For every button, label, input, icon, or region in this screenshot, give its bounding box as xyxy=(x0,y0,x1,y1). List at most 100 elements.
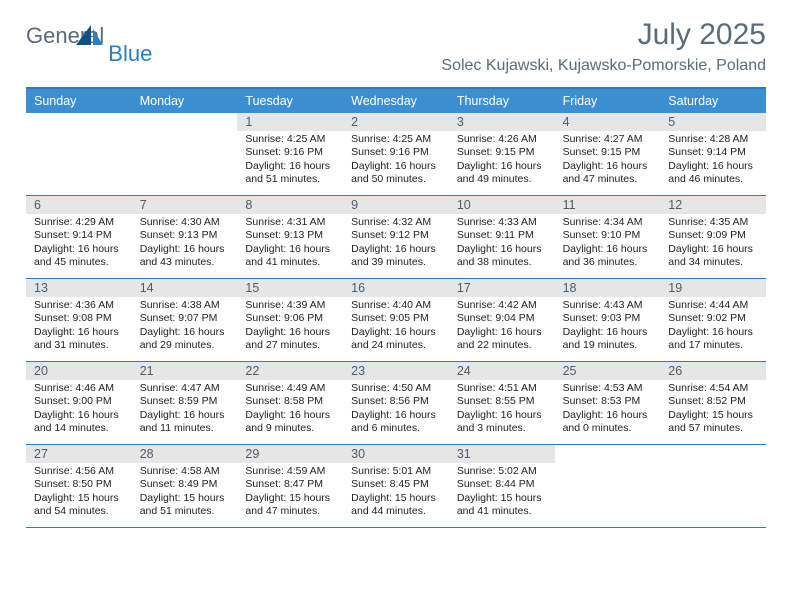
day-details: Sunrise: 5:02 AMSunset: 8:44 PMDaylight:… xyxy=(449,463,555,523)
day-details: Sunrise: 4:38 AMSunset: 9:07 PMDaylight:… xyxy=(132,297,238,357)
header: General Blue July 2025 Solec Kujawski, K… xyxy=(26,18,766,75)
day-details: Sunrise: 4:49 AMSunset: 8:58 PMDaylight:… xyxy=(237,380,343,440)
day-details: Sunrise: 4:28 AMSunset: 9:14 PMDaylight:… xyxy=(660,131,766,191)
day-details: Sunrise: 4:53 AMSunset: 8:53 PMDaylight:… xyxy=(555,380,661,440)
day-details: Sunrise: 5:01 AMSunset: 8:45 PMDaylight:… xyxy=(343,463,449,523)
day-cell: 25Sunrise: 4:53 AMSunset: 8:53 PMDayligh… xyxy=(555,362,661,444)
day-details xyxy=(555,463,661,482)
day-number: 23 xyxy=(343,362,449,380)
day-number: 14 xyxy=(132,279,238,297)
day-details: Sunrise: 4:46 AMSunset: 9:00 PMDaylight:… xyxy=(26,380,132,440)
day-cell: 6Sunrise: 4:29 AMSunset: 9:14 PMDaylight… xyxy=(26,196,132,278)
title-block: July 2025 Solec Kujawski, Kujawsko-Pomor… xyxy=(441,18,766,75)
empty-cell xyxy=(660,445,766,527)
day-number: 19 xyxy=(660,279,766,297)
day-details: Sunrise: 4:25 AMSunset: 9:16 PMDaylight:… xyxy=(237,131,343,191)
day-details xyxy=(26,131,132,150)
day-cell: 21Sunrise: 4:47 AMSunset: 8:59 PMDayligh… xyxy=(132,362,238,444)
day-number: 17 xyxy=(449,279,555,297)
day-cell: 22Sunrise: 4:49 AMSunset: 8:58 PMDayligh… xyxy=(237,362,343,444)
day-details: Sunrise: 4:36 AMSunset: 9:08 PMDaylight:… xyxy=(26,297,132,357)
day-number: 15 xyxy=(237,279,343,297)
day-details: Sunrise: 4:47 AMSunset: 8:59 PMDaylight:… xyxy=(132,380,238,440)
day-details: Sunrise: 4:40 AMSunset: 9:05 PMDaylight:… xyxy=(343,297,449,357)
day-details: Sunrise: 4:42 AMSunset: 9:04 PMDaylight:… xyxy=(449,297,555,357)
day-cell: 14Sunrise: 4:38 AMSunset: 9:07 PMDayligh… xyxy=(132,279,238,361)
day-cell: 3Sunrise: 4:26 AMSunset: 9:15 PMDaylight… xyxy=(449,113,555,195)
day-number: 6 xyxy=(26,196,132,214)
day-cell: 29Sunrise: 4:59 AMSunset: 8:47 PMDayligh… xyxy=(237,445,343,527)
day-number: 5 xyxy=(660,113,766,131)
day-cell: 28Sunrise: 4:58 AMSunset: 8:49 PMDayligh… xyxy=(132,445,238,527)
day-cell: 20Sunrise: 4:46 AMSunset: 9:00 PMDayligh… xyxy=(26,362,132,444)
sail-icon xyxy=(76,24,104,51)
day-number: 20 xyxy=(26,362,132,380)
day-number: 3 xyxy=(449,113,555,131)
day-number: 4 xyxy=(555,113,661,131)
brand-logo: General Blue xyxy=(26,18,180,49)
day-details: Sunrise: 4:32 AMSunset: 9:12 PMDaylight:… xyxy=(343,214,449,274)
day-details: Sunrise: 4:26 AMSunset: 9:15 PMDaylight:… xyxy=(449,131,555,191)
day-details: Sunrise: 4:31 AMSunset: 9:13 PMDaylight:… xyxy=(237,214,343,274)
day-number: 7 xyxy=(132,196,238,214)
day-cell: 8Sunrise: 4:31 AMSunset: 9:13 PMDaylight… xyxy=(237,196,343,278)
day-details xyxy=(132,131,238,150)
day-number xyxy=(26,113,132,131)
day-number: 26 xyxy=(660,362,766,380)
day-cell: 27Sunrise: 4:56 AMSunset: 8:50 PMDayligh… xyxy=(26,445,132,527)
day-cell: 17Sunrise: 4:42 AMSunset: 9:04 PMDayligh… xyxy=(449,279,555,361)
week-row: 13Sunrise: 4:36 AMSunset: 9:08 PMDayligh… xyxy=(26,279,766,362)
weekday-header: Wednesday xyxy=(343,89,449,113)
weekday-header: Tuesday xyxy=(237,89,343,113)
week-row: 1Sunrise: 4:25 AMSunset: 9:16 PMDaylight… xyxy=(26,113,766,196)
day-number xyxy=(132,113,238,131)
empty-cell xyxy=(26,113,132,195)
day-cell: 19Sunrise: 4:44 AMSunset: 9:02 PMDayligh… xyxy=(660,279,766,361)
day-number: 30 xyxy=(343,445,449,463)
day-number: 1 xyxy=(237,113,343,131)
day-cell: 16Sunrise: 4:40 AMSunset: 9:05 PMDayligh… xyxy=(343,279,449,361)
empty-cell xyxy=(132,113,238,195)
day-cell: 23Sunrise: 4:50 AMSunset: 8:56 PMDayligh… xyxy=(343,362,449,444)
day-cell: 10Sunrise: 4:33 AMSunset: 9:11 PMDayligh… xyxy=(449,196,555,278)
day-details xyxy=(660,463,766,482)
week-row: 20Sunrise: 4:46 AMSunset: 9:00 PMDayligh… xyxy=(26,362,766,445)
day-number: 21 xyxy=(132,362,238,380)
day-cell: 18Sunrise: 4:43 AMSunset: 9:03 PMDayligh… xyxy=(555,279,661,361)
week-row: 27Sunrise: 4:56 AMSunset: 8:50 PMDayligh… xyxy=(26,445,766,528)
day-number xyxy=(660,445,766,463)
day-cell: 30Sunrise: 5:01 AMSunset: 8:45 PMDayligh… xyxy=(343,445,449,527)
day-details: Sunrise: 4:51 AMSunset: 8:55 PMDaylight:… xyxy=(449,380,555,440)
week-row: 6Sunrise: 4:29 AMSunset: 9:14 PMDaylight… xyxy=(26,196,766,279)
day-details: Sunrise: 4:30 AMSunset: 9:13 PMDaylight:… xyxy=(132,214,238,274)
day-cell: 2Sunrise: 4:25 AMSunset: 9:16 PMDaylight… xyxy=(343,113,449,195)
day-cell: 13Sunrise: 4:36 AMSunset: 9:08 PMDayligh… xyxy=(26,279,132,361)
empty-cell xyxy=(555,445,661,527)
day-number: 22 xyxy=(237,362,343,380)
day-number: 31 xyxy=(449,445,555,463)
day-cell: 31Sunrise: 5:02 AMSunset: 8:44 PMDayligh… xyxy=(449,445,555,527)
day-number: 28 xyxy=(132,445,238,463)
weeks-container: 1Sunrise: 4:25 AMSunset: 9:16 PMDaylight… xyxy=(26,113,766,528)
calendar-page: General Blue July 2025 Solec Kujawski, K… xyxy=(0,0,792,548)
day-details: Sunrise: 4:33 AMSunset: 9:11 PMDaylight:… xyxy=(449,214,555,274)
day-details: Sunrise: 4:58 AMSunset: 8:49 PMDaylight:… xyxy=(132,463,238,523)
day-number: 24 xyxy=(449,362,555,380)
day-number: 10 xyxy=(449,196,555,214)
day-cell: 24Sunrise: 4:51 AMSunset: 8:55 PMDayligh… xyxy=(449,362,555,444)
weekday-header: Sunday xyxy=(26,89,132,113)
day-number: 9 xyxy=(343,196,449,214)
day-details: Sunrise: 4:54 AMSunset: 8:52 PMDaylight:… xyxy=(660,380,766,440)
day-details: Sunrise: 4:43 AMSunset: 9:03 PMDaylight:… xyxy=(555,297,661,357)
day-number: 13 xyxy=(26,279,132,297)
day-cell: 12Sunrise: 4:35 AMSunset: 9:09 PMDayligh… xyxy=(660,196,766,278)
day-details: Sunrise: 4:35 AMSunset: 9:09 PMDaylight:… xyxy=(660,214,766,274)
day-number: 12 xyxy=(660,196,766,214)
brand-blue: Blue xyxy=(108,41,152,67)
calendar-grid: SundayMondayTuesdayWednesdayThursdayFrid… xyxy=(26,87,766,528)
weekday-header: Saturday xyxy=(660,89,766,113)
weekday-header-row: SundayMondayTuesdayWednesdayThursdayFrid… xyxy=(26,89,766,113)
day-details: Sunrise: 4:34 AMSunset: 9:10 PMDaylight:… xyxy=(555,214,661,274)
day-cell: 26Sunrise: 4:54 AMSunset: 8:52 PMDayligh… xyxy=(660,362,766,444)
day-details: Sunrise: 4:50 AMSunset: 8:56 PMDaylight:… xyxy=(343,380,449,440)
